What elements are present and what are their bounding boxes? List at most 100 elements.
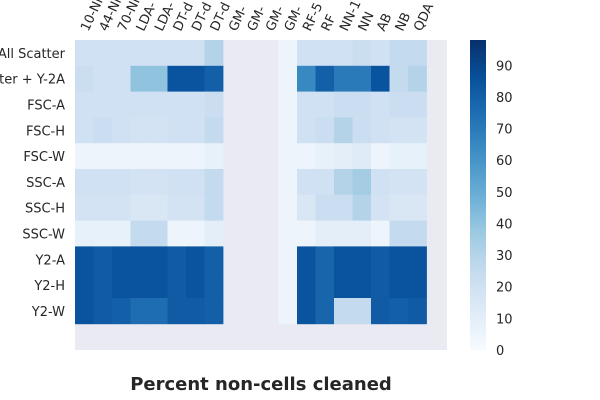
heatmap-cell <box>149 298 168 325</box>
heatmap-cell <box>297 169 316 196</box>
heatmap-cell <box>278 40 298 67</box>
heatmap-cell <box>334 91 353 118</box>
heatmap-cell <box>352 194 372 221</box>
heatmap-cell <box>204 143 224 170</box>
heatmap-cell <box>204 91 224 118</box>
heatmap-cell <box>371 65 390 92</box>
heatmap-cell <box>112 298 131 325</box>
column-label: NN <box>356 10 378 34</box>
heatmap-cell <box>297 40 316 67</box>
row-label: FSC-W <box>23 150 65 165</box>
heatmap-cell <box>371 91 390 118</box>
colorbar-ticks: 0 10 20 30 40 50 60 70 80 90 <box>496 59 513 359</box>
heatmap-cell <box>408 194 427 221</box>
heatmap-cell <box>278 220 298 247</box>
heatmap-cell <box>112 91 131 118</box>
heatmap-cell <box>204 194 224 221</box>
heatmap-cell <box>297 194 316 221</box>
heatmap-cell <box>334 169 353 196</box>
heatmap-cell <box>167 91 187 118</box>
colorbar-tick-label: 0 <box>496 344 504 359</box>
heatmap-cell <box>75 91 94 118</box>
heatmap-cell <box>186 246 205 273</box>
heatmap-cell <box>278 143 298 170</box>
heatmap-cell <box>186 272 205 299</box>
heatmap-cell <box>149 40 168 67</box>
colorbar-tick-label: 60 <box>496 154 513 169</box>
heatmap-cell <box>112 143 131 170</box>
heatmap-cell <box>371 169 390 196</box>
heatmap-cell <box>297 272 316 299</box>
heatmap-cell <box>167 298 187 325</box>
heatmap-cell <box>408 40 427 67</box>
column-label: AB <box>374 11 395 33</box>
heatmap-cell <box>389 65 409 92</box>
heatmap-cell <box>315 91 335 118</box>
heatmap-cell <box>93 40 113 67</box>
heatmap-cell <box>167 143 187 170</box>
heatmap-cell <box>334 246 353 273</box>
heatmap-cell <box>315 143 335 170</box>
heatmap-cell <box>130 298 150 325</box>
heatmap-cell <box>297 117 316 144</box>
heatmap-cell <box>389 194 409 221</box>
heatmap-cell <box>408 143 427 170</box>
heatmap-cell <box>334 194 353 221</box>
heatmap-cell <box>334 117 353 144</box>
heatmap-cell <box>130 91 150 118</box>
heatmap-cell <box>334 40 353 67</box>
heatmap-cell <box>315 169 335 196</box>
heatmap-cell <box>75 169 94 196</box>
heatmap-cell <box>75 298 94 325</box>
heatmap-cell <box>75 117 94 144</box>
row-labels: All Scatter Scatter + Y-2A FSC-A FSC-H FSC-W… <box>0 47 66 320</box>
heatmap-cell <box>186 117 205 144</box>
heatmap-cell <box>93 220 113 247</box>
heatmap-cell <box>186 298 205 325</box>
heatmap-cell <box>371 117 390 144</box>
heatmap-cell <box>408 298 427 325</box>
row-label: SSC-H <box>25 202 65 217</box>
heatmap-cell <box>186 143 205 170</box>
heatmap-cell <box>389 220 409 247</box>
heatmap-cell <box>167 194 187 221</box>
heatmap-cell <box>408 117 427 144</box>
heatmap-cell <box>130 220 150 247</box>
row-label: Y2-A <box>34 253 65 268</box>
heatmap-cell <box>297 143 316 170</box>
heatmap-cell <box>130 40 150 67</box>
heatmap-cell <box>186 194 205 221</box>
heatmap-cell <box>167 246 187 273</box>
heatmap-cells <box>75 40 427 325</box>
row-label: Y2-H <box>33 279 65 294</box>
heatmap-cell <box>334 272 353 299</box>
column-label: RF <box>319 12 340 33</box>
heatmap-cell <box>408 169 427 196</box>
heatmap-cell <box>371 143 390 170</box>
heatmap-cell <box>130 143 150 170</box>
heatmap-cell <box>93 194 113 221</box>
heatmap-cell <box>93 298 113 325</box>
heatmap-cell <box>297 91 316 118</box>
heatmap-cell <box>408 246 427 273</box>
heatmap-cell <box>204 117 224 144</box>
heatmap-cell <box>278 298 298 325</box>
heatmap-cell <box>371 272 390 299</box>
heatmap-cell <box>112 220 131 247</box>
heatmap-cell <box>352 220 372 247</box>
heatmap-cell <box>297 65 316 92</box>
heatmap-cell <box>130 272 150 299</box>
heatmap-cell <box>186 91 205 118</box>
heatmap-cell <box>93 169 113 196</box>
heatmap-cell <box>278 91 298 118</box>
heatmap-cell <box>112 117 131 144</box>
heatmap-cell <box>297 246 316 273</box>
heatmap-cell <box>75 143 94 170</box>
heatmap-cell <box>334 143 353 170</box>
heatmap-cell <box>389 298 409 325</box>
heatmap-cell <box>112 272 131 299</box>
heatmap-cell <box>75 40 94 67</box>
heatmap-cell <box>112 65 131 92</box>
heatmap-cell <box>408 65 427 92</box>
